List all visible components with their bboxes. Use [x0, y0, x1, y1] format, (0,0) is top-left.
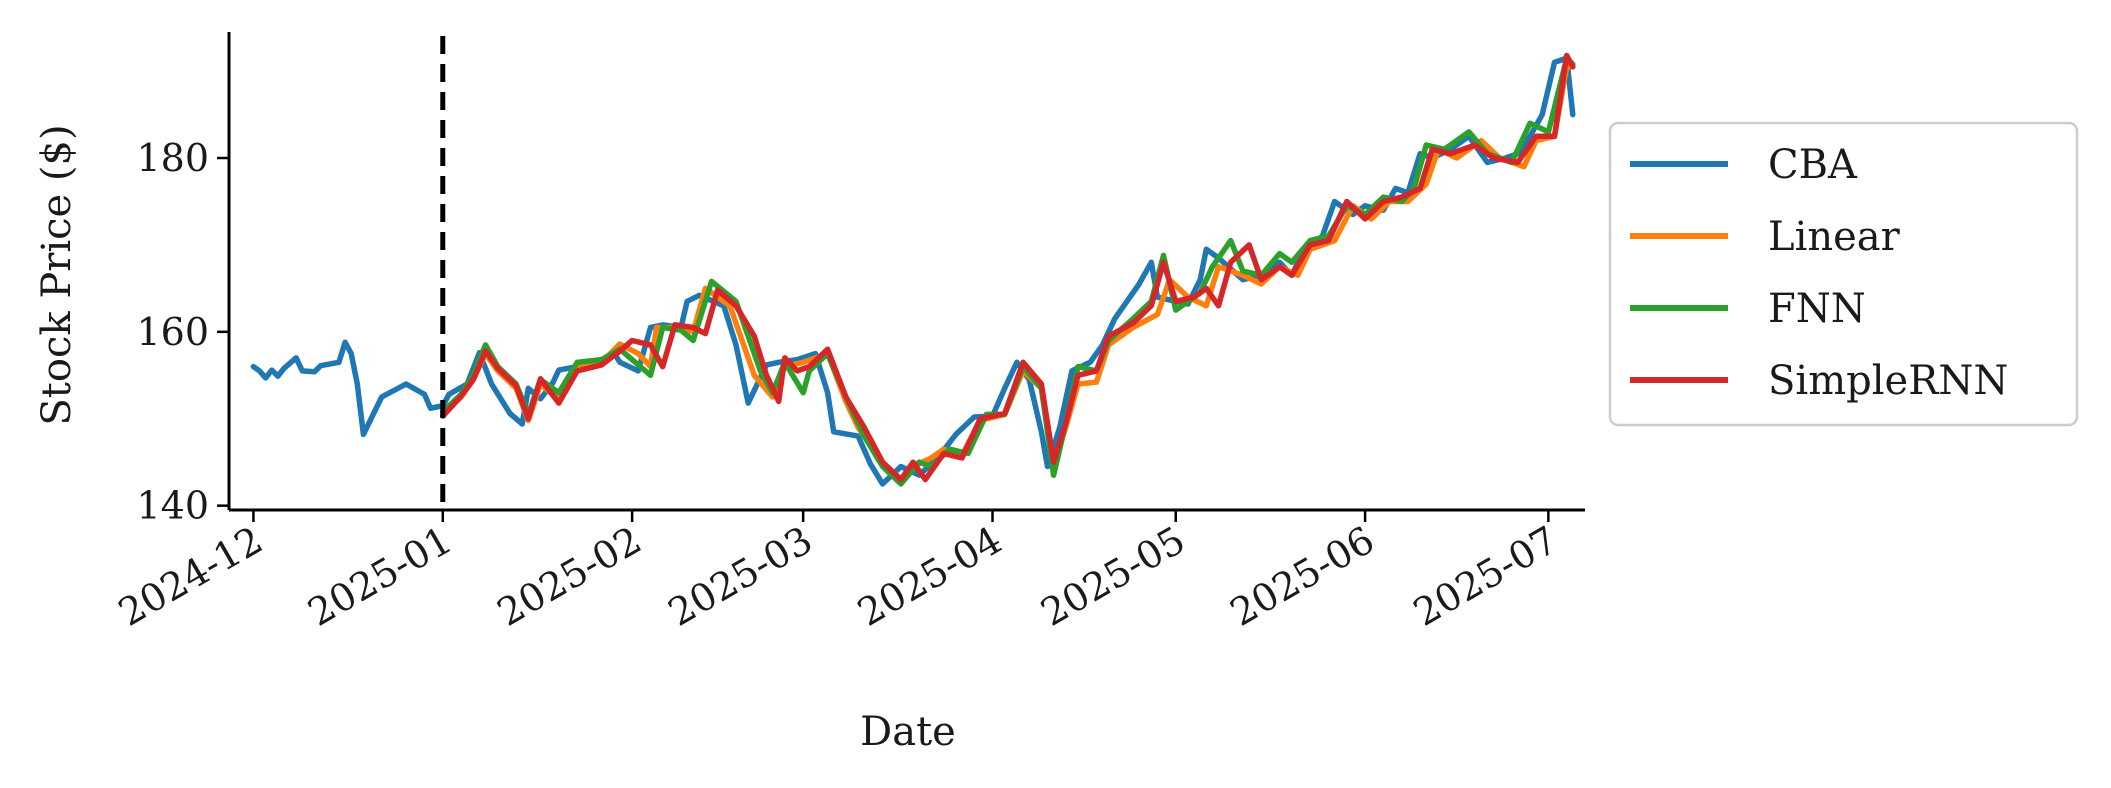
legend-label: FNN	[1768, 286, 1866, 332]
y-axis-ticks: 140 160 180	[136, 136, 229, 528]
x-tick-label: 2025-04	[850, 518, 1009, 635]
y-tick-label: 140	[136, 484, 209, 528]
series-line-linear	[440, 64, 1576, 483]
x-axis-title: Date	[860, 709, 956, 755]
x-tick-label: 2025-06	[1223, 518, 1382, 635]
y-tick-label: 180	[136, 136, 209, 180]
x-tick-label: 2024-12	[111, 518, 270, 635]
y-tick-label: 160	[136, 310, 209, 354]
x-tick-label: 2025-03	[661, 518, 820, 635]
legend-frame	[1608, 121, 2079, 427]
series-line-cba	[250, 55, 1576, 487]
x-tick-label: 2025-05	[1034, 518, 1193, 635]
series-line-fnn	[440, 55, 1576, 487]
plot-area	[250, 52, 1576, 487]
legend-label: SimpleRNN	[1768, 358, 2008, 404]
legend: CBA Linear FNN SimpleRNN	[1608, 121, 2079, 427]
x-tick-label: 2025-07	[1406, 518, 1565, 635]
x-axis-ticks: 2024-12 2025-01 2025-02 2025-03 2025-04 2025-…	[111, 510, 1565, 635]
series-line-simplernn	[440, 52, 1576, 483]
y-axis-title: Stock Price ($)	[34, 124, 80, 425]
legend-label: CBA	[1768, 142, 1858, 188]
legend-label: Linear	[1768, 214, 1901, 260]
x-tick-label: 2025-02	[490, 518, 649, 635]
x-tick-label: 2025-01	[301, 518, 460, 635]
